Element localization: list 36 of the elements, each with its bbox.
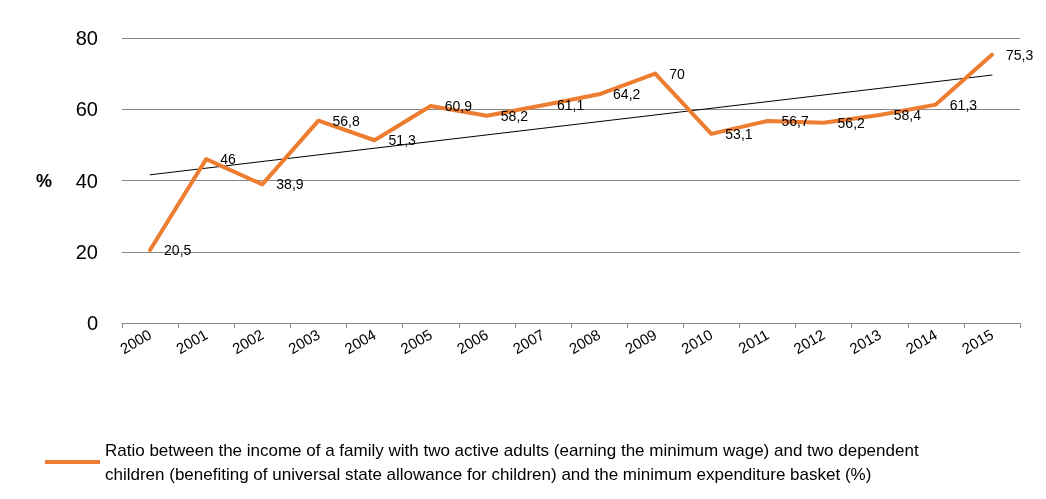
x-tick-label: 2004 — [341, 325, 379, 358]
data-label: 58,2 — [500, 107, 529, 124]
x-tick-label: 2014 — [902, 325, 941, 358]
y-tick-label: 0 — [86, 312, 98, 334]
x-tick-label: 2015 — [958, 325, 997, 358]
x-tick-label: 2011 — [735, 325, 772, 357]
data-label: 70 — [669, 65, 685, 82]
x-tick-label: 2001 — [173, 325, 211, 358]
y-axis-title: % — [35, 170, 52, 191]
y-tick-label: 80 — [75, 27, 98, 49]
x-tick-label: 2005 — [397, 325, 435, 358]
data-label: 61,1 — [556, 97, 585, 114]
data-label: 53,1 — [725, 125, 753, 142]
data-label: 56,8 — [332, 112, 360, 129]
x-tick-label: 2006 — [453, 325, 492, 358]
data-label: 51,3 — [388, 132, 417, 149]
data-label: 20,5 — [164, 241, 192, 258]
data-label: 61,3 — [949, 96, 978, 113]
x-tick-label: 2013 — [846, 325, 884, 358]
legend-label: Ratio between the income of a family with two active adults (earning the minimum wage) and two dependent children (benefiting of universal state allowance for children) and the minimum expenditure basket (%) — [105, 440, 924, 484]
x-tick-label: 2012 — [790, 325, 828, 358]
y-tick-label: 40 — [75, 169, 98, 192]
y-tick-label: 60 — [75, 98, 98, 121]
x-tick-label: 2010 — [678, 325, 716, 358]
y-tick-label: 20 — [75, 240, 98, 263]
data-label: 64,2 — [613, 86, 641, 103]
data-label: 58,4 — [893, 106, 922, 123]
data-label: 38,9 — [276, 176, 304, 193]
x-tick-label: 2003 — [285, 325, 323, 358]
x-tick-label: 2008 — [565, 325, 604, 358]
data-label: 75,3 — [1005, 46, 1034, 63]
x-tick-label: 2002 — [229, 325, 267, 358]
data-label: 46 — [220, 151, 236, 168]
x-tick-label: 2009 — [622, 325, 660, 358]
x-tick-label: 2007 — [509, 325, 548, 358]
x-tick-label: 2000 — [116, 325, 155, 358]
